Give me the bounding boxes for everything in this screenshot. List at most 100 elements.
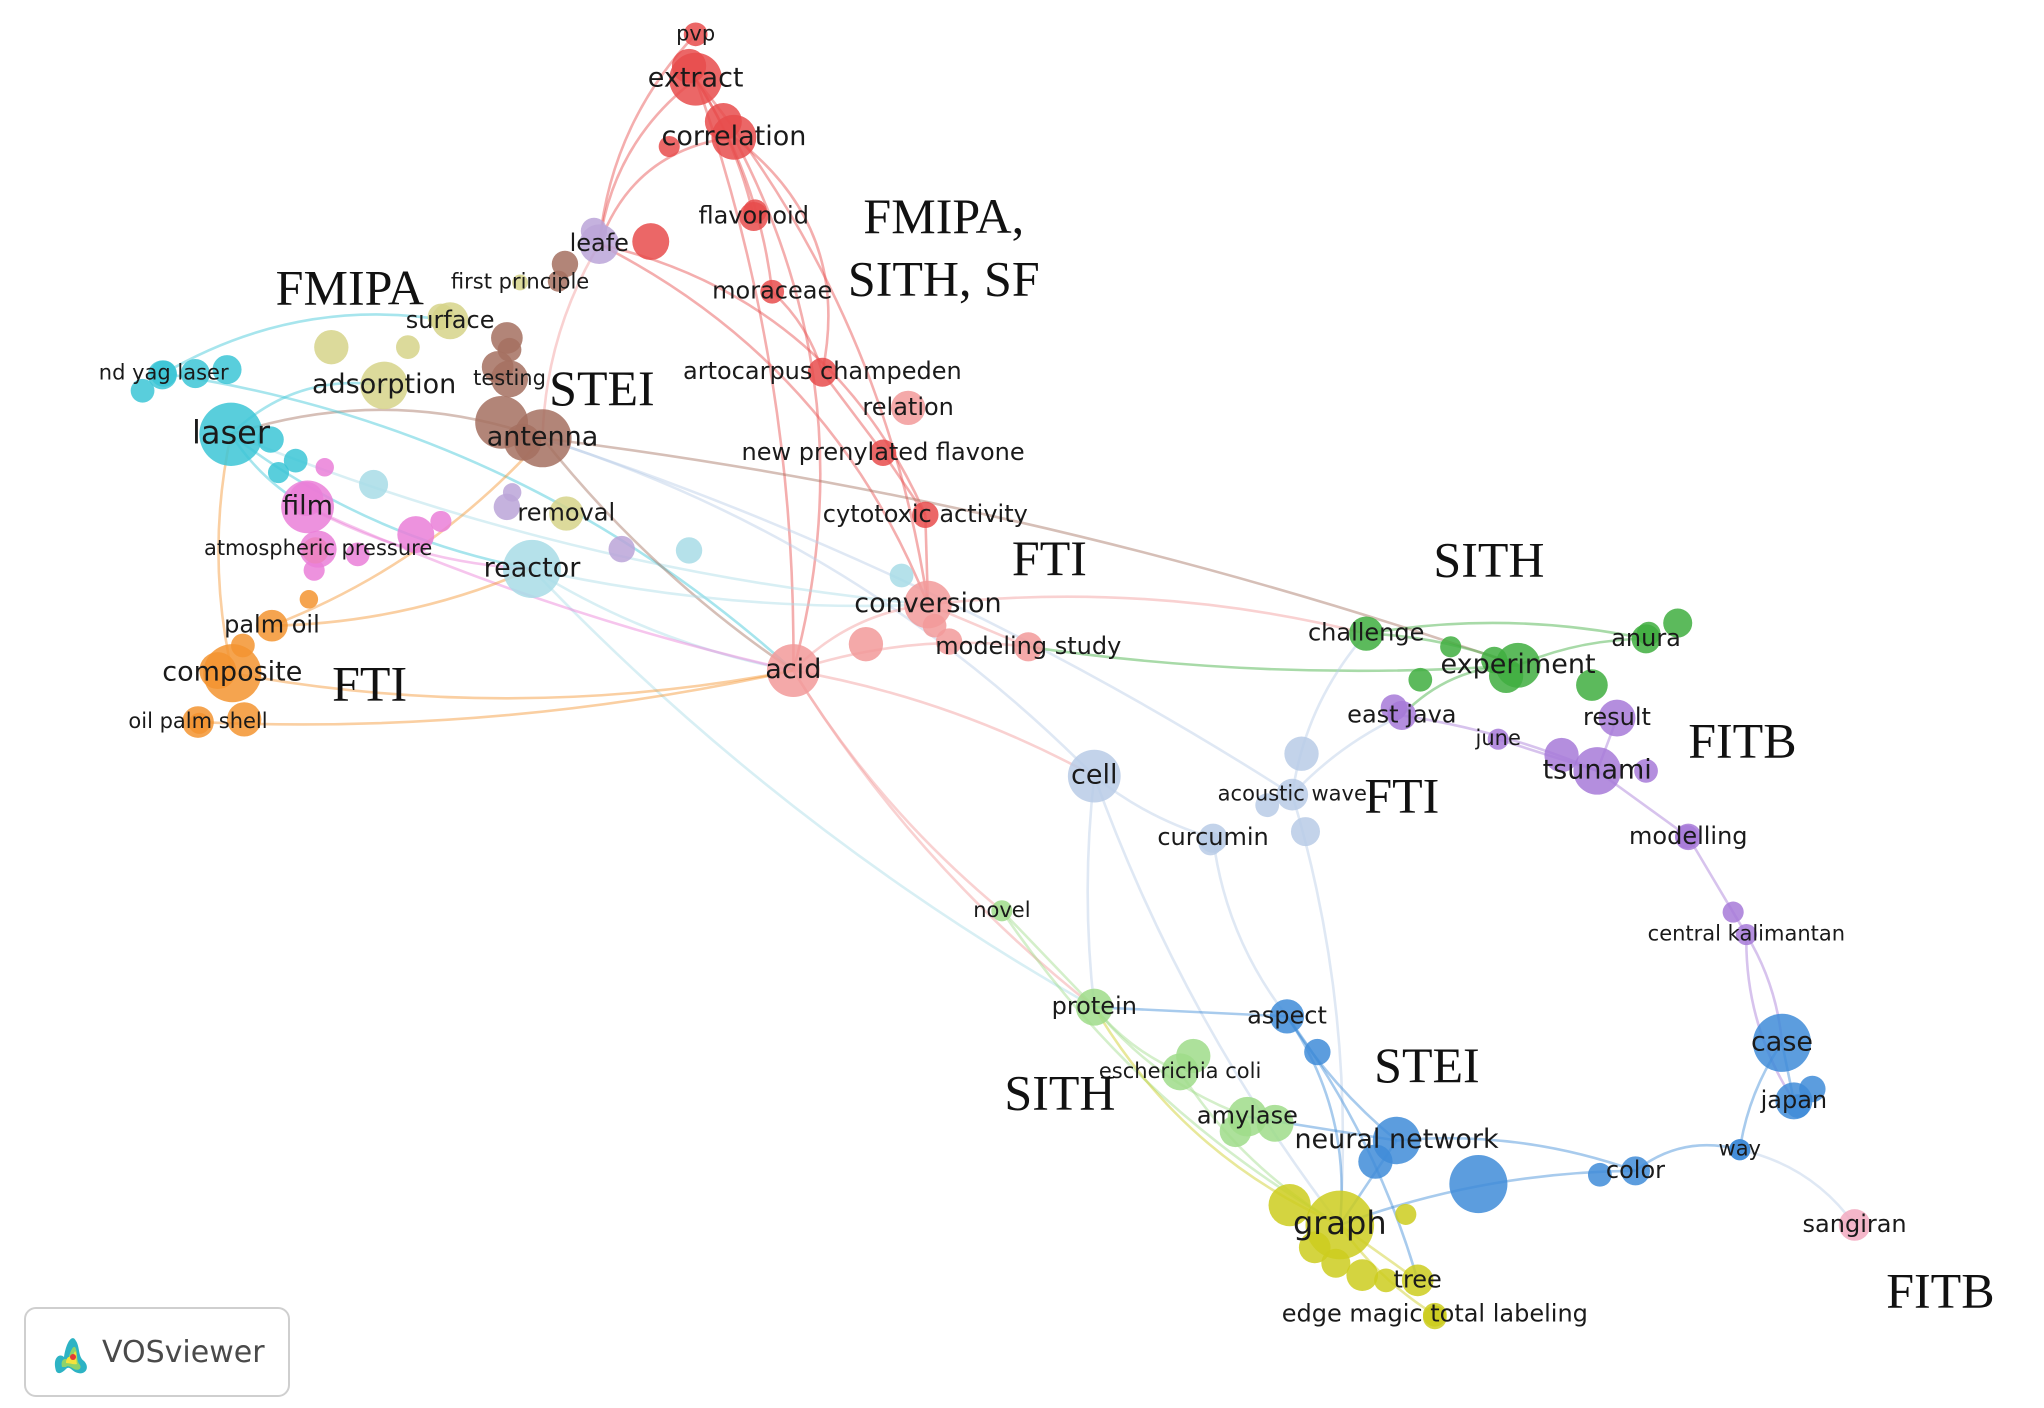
term-node-circle[interactable] xyxy=(1198,823,1228,853)
term-novel[interactable]: novel xyxy=(973,898,1030,922)
term-node-circle[interactable] xyxy=(869,439,897,466)
term-leafe[interactable]: leafe xyxy=(570,224,629,264)
term-node[interactable] xyxy=(314,330,349,365)
term-node[interactable] xyxy=(658,135,680,158)
term-correlation[interactable]: correlation xyxy=(661,114,806,160)
term-node[interactable] xyxy=(935,628,963,655)
term-node-circle[interactable] xyxy=(502,539,561,598)
term-graph[interactable]: graph xyxy=(1293,1190,1387,1260)
term-way[interactable]: way xyxy=(1719,1137,1761,1161)
term-pvp[interactable]: pvp xyxy=(676,21,715,47)
term-node-circle[interactable] xyxy=(549,496,584,531)
term-node-circle[interactable] xyxy=(281,480,334,534)
term-node[interactable] xyxy=(396,335,420,360)
term-node-circle[interactable] xyxy=(512,274,529,291)
term-moraceae[interactable]: moraceae xyxy=(712,277,832,305)
term-node-circle[interactable] xyxy=(360,361,408,410)
term-node-circle[interactable] xyxy=(766,644,820,697)
term-modeling-study[interactable]: modeling study xyxy=(935,632,1121,662)
term-node-circle[interactable] xyxy=(991,900,1013,922)
term-node[interactable] xyxy=(267,462,290,484)
term-node-circle[interactable] xyxy=(904,580,952,629)
term-node[interactable] xyxy=(227,702,262,737)
term-challenge[interactable]: challenge xyxy=(1308,616,1424,651)
term-node-circle[interactable] xyxy=(1729,1139,1751,1161)
term-node-circle[interactable] xyxy=(1495,642,1541,688)
term-neural-network[interactable]: neural network xyxy=(1294,1116,1499,1165)
term-node[interactable] xyxy=(430,510,452,532)
term-atmospheric-pressure[interactable]: atmospheric pressure xyxy=(204,530,432,568)
term-node[interactable] xyxy=(212,355,242,385)
term-node-circle[interactable] xyxy=(760,279,785,304)
term-node-circle[interactable] xyxy=(1387,700,1417,730)
term-node-circle[interactable] xyxy=(1227,1096,1268,1137)
term-tsunami[interactable]: tsunami xyxy=(1543,747,1652,795)
term-palm-oil[interactable]: palm oil xyxy=(224,609,320,642)
term-node[interactable] xyxy=(345,542,370,567)
term-node-circle[interactable] xyxy=(1013,632,1043,662)
term-first-principle[interactable]: first principle xyxy=(451,269,589,293)
term-east-java[interactable]: east java xyxy=(1347,700,1456,730)
term-modelling[interactable]: modelling xyxy=(1629,822,1748,851)
term-case[interactable]: case xyxy=(1751,1013,1813,1072)
term-node-circle[interactable] xyxy=(891,390,926,426)
term-central-kalimantan[interactable]: central kalimantan xyxy=(1648,922,1845,946)
term-node-circle[interactable] xyxy=(1631,624,1661,654)
term-node-circle[interactable] xyxy=(1775,1082,1813,1120)
term-node[interactable] xyxy=(1284,736,1319,771)
term-antenna[interactable]: antenna xyxy=(487,409,599,468)
term-node-circle[interactable] xyxy=(1620,1156,1650,1186)
term-node[interactable] xyxy=(1255,793,1280,818)
term-node-circle[interactable] xyxy=(1675,823,1702,851)
term-node-circle[interactable] xyxy=(1573,747,1621,795)
term-node[interactable] xyxy=(1587,1162,1612,1187)
vosviewer-badge[interactable]: VOSviewer xyxy=(24,1307,290,1397)
term-node-circle[interactable] xyxy=(1401,1264,1434,1297)
term-node-circle[interactable] xyxy=(1735,924,1757,946)
term-node-circle[interactable] xyxy=(711,114,757,160)
term-sangiran[interactable]: sangiran xyxy=(1803,1209,1907,1241)
term-node[interactable] xyxy=(1268,1184,1311,1227)
term-node[interactable] xyxy=(257,426,284,453)
term-node[interactable] xyxy=(283,448,308,473)
term-node[interactable] xyxy=(632,223,670,261)
term-nd-yag-laser[interactable]: nd yag laser xyxy=(99,360,229,387)
term-cell[interactable]: cell xyxy=(1067,749,1121,803)
term-reactor[interactable]: reactor xyxy=(484,539,582,598)
term-node-circle[interactable] xyxy=(1161,1053,1199,1091)
term-node-circle[interactable] xyxy=(182,706,214,738)
term-node[interactable] xyxy=(848,627,884,662)
term-artocarpus[interactable]: artocarpus champeden xyxy=(683,357,962,387)
term-cytotoxic[interactable]: cytotoxic activity xyxy=(823,500,1028,528)
term-node[interactable] xyxy=(1663,608,1693,638)
term-node-circle[interactable] xyxy=(669,52,723,106)
term-node[interactable] xyxy=(889,563,914,588)
term-node-circle[interactable] xyxy=(203,644,262,703)
term-node[interactable] xyxy=(1395,1203,1417,1225)
term-laser[interactable]: laser xyxy=(192,402,271,466)
term-node-circle[interactable] xyxy=(1422,1302,1447,1327)
term-node[interactable] xyxy=(1576,669,1608,701)
term-node[interactable] xyxy=(1440,636,1462,658)
term-amylase[interactable]: amylase xyxy=(1197,1096,1298,1137)
term-node[interactable] xyxy=(1346,1259,1379,1291)
term-node-circle[interactable] xyxy=(1305,1190,1375,1260)
term-node-circle[interactable] xyxy=(683,22,708,47)
term-node[interactable] xyxy=(1634,759,1658,783)
term-node[interactable] xyxy=(497,337,522,362)
term-node-circle[interactable] xyxy=(431,302,469,340)
term-aspect[interactable]: aspect xyxy=(1247,999,1327,1034)
term-node[interactable] xyxy=(1449,1155,1508,1214)
term-node-circle[interactable] xyxy=(199,402,263,466)
term-node-circle[interactable] xyxy=(1372,1116,1421,1165)
term-extract[interactable]: extract xyxy=(648,52,744,106)
term-node-circle[interactable] xyxy=(1075,988,1113,1026)
term-node-circle[interactable] xyxy=(912,501,939,528)
term-node[interactable] xyxy=(502,483,522,502)
term-node[interactable] xyxy=(397,516,435,554)
term-node-circle[interactable] xyxy=(1487,728,1509,750)
term-node-circle[interactable] xyxy=(1269,999,1305,1034)
term-film[interactable]: film xyxy=(281,480,334,534)
term-node[interactable] xyxy=(299,590,319,609)
term-surface[interactable]: surface xyxy=(406,302,495,340)
